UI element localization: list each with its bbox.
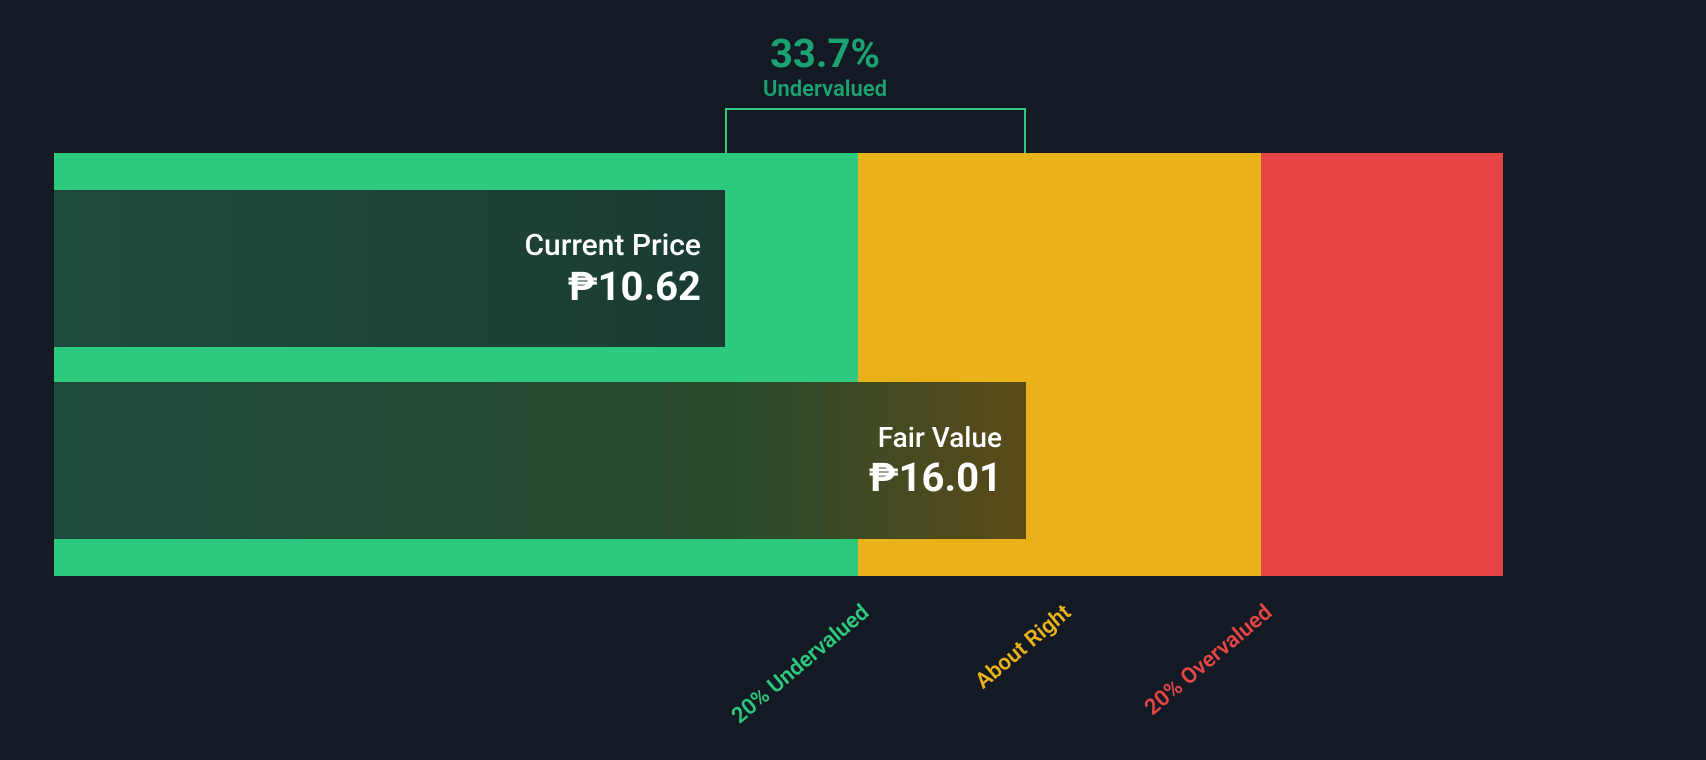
current-price-label: Current Price: [524, 228, 701, 263]
fair-value-label: Fair Value: [869, 421, 1002, 454]
fair-value-value: ₱16.01: [869, 454, 1002, 501]
axis-label-about-right: About Right: [971, 600, 1076, 694]
axis-label-undervalued: 20% Undervalued: [727, 600, 874, 729]
valuation-chart: Current Price ₱10.62 Fair Value ₱16.01: [54, 153, 1503, 576]
valuation-summary: 33.7% Undervalued: [763, 30, 887, 102]
valuation-percent: 33.7%: [763, 30, 887, 77]
current-price-bar: Current Price ₱10.62: [54, 190, 725, 347]
fair-value-bar: Fair Value ₱16.01: [54, 382, 1026, 539]
valuation-status: Undervalued: [763, 77, 887, 102]
current-price-value: ₱10.62: [524, 263, 701, 310]
difference-bracket: [725, 108, 1026, 153]
zone-overvalued: [1261, 153, 1503, 576]
axis-label-overvalued: 20% Overvalued: [1140, 600, 1277, 721]
